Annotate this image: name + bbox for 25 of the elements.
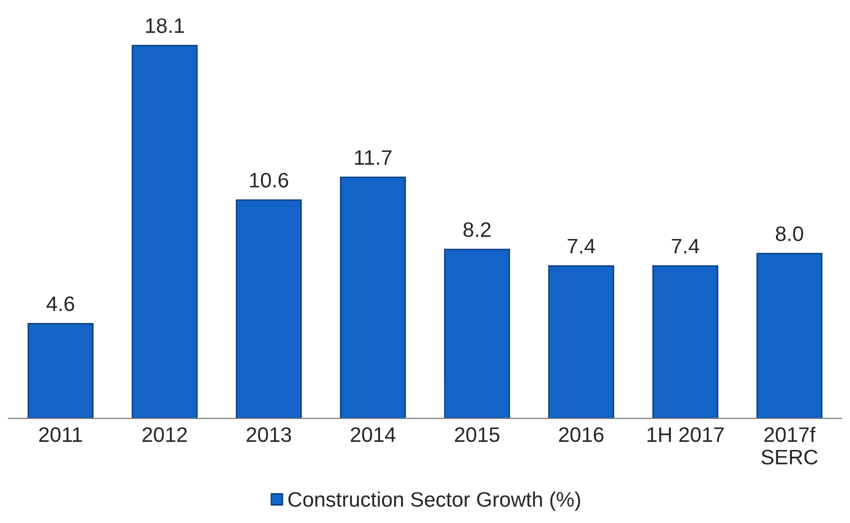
data-label: 4.6 xyxy=(46,296,74,312)
bar xyxy=(756,252,822,418)
x-tick-label: 2015 xyxy=(454,427,500,442)
x-tick-label: 2016 xyxy=(559,427,604,442)
data-label: 18.1 xyxy=(146,18,184,34)
bar xyxy=(444,248,510,418)
x-tick-label: 2011 xyxy=(39,427,82,442)
bar xyxy=(132,44,198,418)
bar xyxy=(236,199,302,418)
x-tick-label: 2013 xyxy=(246,427,292,442)
bar xyxy=(548,265,614,418)
x-tick-label: 1H 2017 xyxy=(648,427,724,442)
bar xyxy=(340,176,406,418)
x-tick-label: 2017f SERC xyxy=(761,426,818,464)
data-label: 7.4 xyxy=(568,238,596,254)
legend-label: Construction Sector Growth (%) xyxy=(288,492,580,511)
bar xyxy=(28,322,94,418)
data-label: 8.2 xyxy=(463,222,490,238)
x-tick-label: 2012 xyxy=(142,427,187,442)
bar xyxy=(652,265,718,418)
data-label: 8.0 xyxy=(776,226,804,242)
data-label: 11.7 xyxy=(355,150,392,165)
data-label: 7.4 xyxy=(672,238,700,254)
x-tick-label: 2014 xyxy=(350,427,396,442)
data-label: 10.6 xyxy=(250,172,288,188)
